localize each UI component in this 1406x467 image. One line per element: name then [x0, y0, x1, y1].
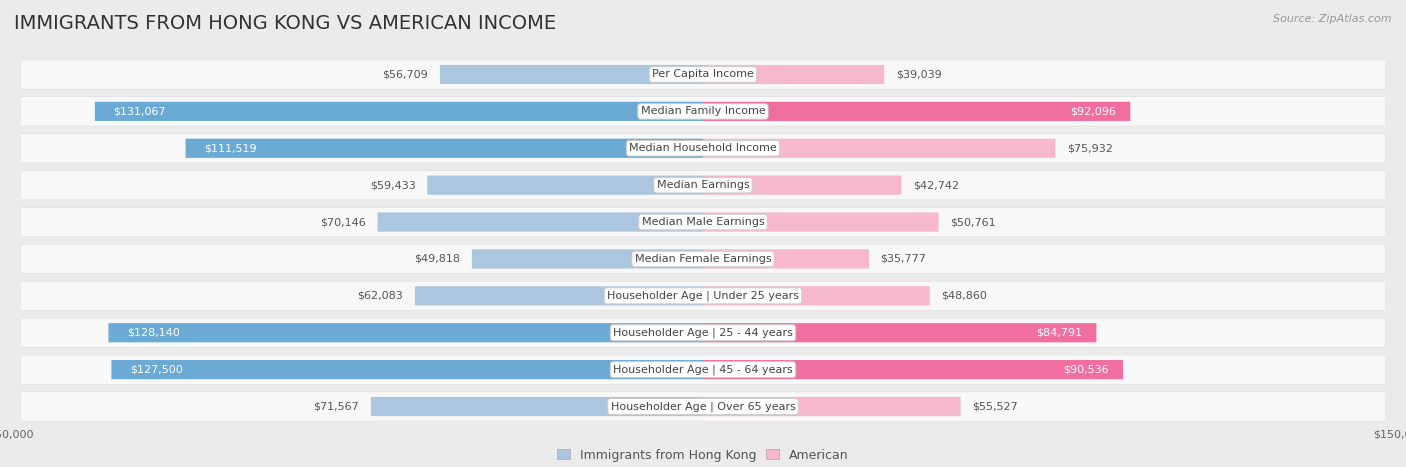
Text: Median Household Income: Median Household Income: [628, 143, 778, 153]
FancyBboxPatch shape: [21, 97, 1385, 126]
Text: IMMIGRANTS FROM HONG KONG VS AMERICAN INCOME: IMMIGRANTS FROM HONG KONG VS AMERICAN IN…: [14, 14, 557, 33]
Text: $84,791: $84,791: [1036, 328, 1083, 338]
Text: $127,500: $127,500: [129, 365, 183, 375]
FancyBboxPatch shape: [21, 318, 1385, 347]
Text: $70,146: $70,146: [321, 217, 366, 227]
FancyBboxPatch shape: [21, 60, 1385, 89]
FancyBboxPatch shape: [703, 65, 884, 84]
FancyBboxPatch shape: [108, 323, 703, 342]
Text: $42,742: $42,742: [912, 180, 959, 190]
FancyBboxPatch shape: [427, 176, 703, 195]
FancyBboxPatch shape: [21, 97, 1385, 126]
Text: $49,818: $49,818: [415, 254, 460, 264]
FancyBboxPatch shape: [186, 139, 703, 158]
Text: $90,536: $90,536: [1063, 365, 1109, 375]
Text: Per Capita Income: Per Capita Income: [652, 70, 754, 79]
Text: $39,039: $39,039: [896, 70, 942, 79]
Text: $56,709: $56,709: [382, 70, 429, 79]
FancyBboxPatch shape: [703, 323, 1097, 342]
Text: $50,761: $50,761: [950, 217, 995, 227]
FancyBboxPatch shape: [21, 282, 1385, 310]
Text: $35,777: $35,777: [880, 254, 927, 264]
FancyBboxPatch shape: [94, 102, 703, 121]
FancyBboxPatch shape: [21, 355, 1385, 384]
FancyBboxPatch shape: [378, 212, 703, 232]
FancyBboxPatch shape: [371, 397, 703, 416]
FancyBboxPatch shape: [21, 134, 1385, 163]
Text: $55,527: $55,527: [972, 402, 1018, 411]
Text: Median Female Earnings: Median Female Earnings: [634, 254, 772, 264]
FancyBboxPatch shape: [21, 134, 1385, 163]
FancyBboxPatch shape: [21, 207, 1385, 237]
FancyBboxPatch shape: [21, 171, 1385, 199]
Text: Householder Age | 45 - 64 years: Householder Age | 45 - 64 years: [613, 364, 793, 375]
FancyBboxPatch shape: [21, 392, 1385, 421]
FancyBboxPatch shape: [440, 65, 703, 84]
FancyBboxPatch shape: [21, 281, 1385, 311]
FancyBboxPatch shape: [21, 244, 1385, 274]
Text: $75,932: $75,932: [1067, 143, 1112, 153]
Text: $92,096: $92,096: [1070, 106, 1116, 116]
FancyBboxPatch shape: [21, 355, 1385, 384]
FancyBboxPatch shape: [21, 392, 1385, 421]
Text: $131,067: $131,067: [114, 106, 166, 116]
Text: Median Family Income: Median Family Income: [641, 106, 765, 116]
FancyBboxPatch shape: [703, 176, 901, 195]
Text: Median Earnings: Median Earnings: [657, 180, 749, 190]
Legend: Immigrants from Hong Kong, American: Immigrants from Hong Kong, American: [553, 444, 853, 467]
FancyBboxPatch shape: [703, 397, 960, 416]
FancyBboxPatch shape: [703, 102, 1130, 121]
FancyBboxPatch shape: [21, 208, 1385, 236]
Text: $111,519: $111,519: [204, 143, 257, 153]
Text: Householder Age | 25 - 44 years: Householder Age | 25 - 44 years: [613, 327, 793, 338]
FancyBboxPatch shape: [111, 360, 703, 379]
FancyBboxPatch shape: [21, 170, 1385, 200]
FancyBboxPatch shape: [21, 60, 1385, 89]
FancyBboxPatch shape: [21, 318, 1385, 347]
Text: $71,567: $71,567: [314, 402, 360, 411]
Text: $128,140: $128,140: [127, 328, 180, 338]
FancyBboxPatch shape: [415, 286, 703, 305]
Text: Householder Age | Under 25 years: Householder Age | Under 25 years: [607, 290, 799, 301]
FancyBboxPatch shape: [703, 212, 939, 232]
FancyBboxPatch shape: [703, 360, 1123, 379]
Text: $59,433: $59,433: [370, 180, 416, 190]
FancyBboxPatch shape: [703, 139, 1056, 158]
Text: $48,860: $48,860: [941, 291, 987, 301]
FancyBboxPatch shape: [21, 245, 1385, 273]
Text: Median Male Earnings: Median Male Earnings: [641, 217, 765, 227]
Text: Source: ZipAtlas.com: Source: ZipAtlas.com: [1274, 14, 1392, 24]
FancyBboxPatch shape: [472, 249, 703, 269]
FancyBboxPatch shape: [703, 286, 929, 305]
Text: Householder Age | Over 65 years: Householder Age | Over 65 years: [610, 401, 796, 412]
FancyBboxPatch shape: [703, 249, 869, 269]
Text: $62,083: $62,083: [357, 291, 404, 301]
